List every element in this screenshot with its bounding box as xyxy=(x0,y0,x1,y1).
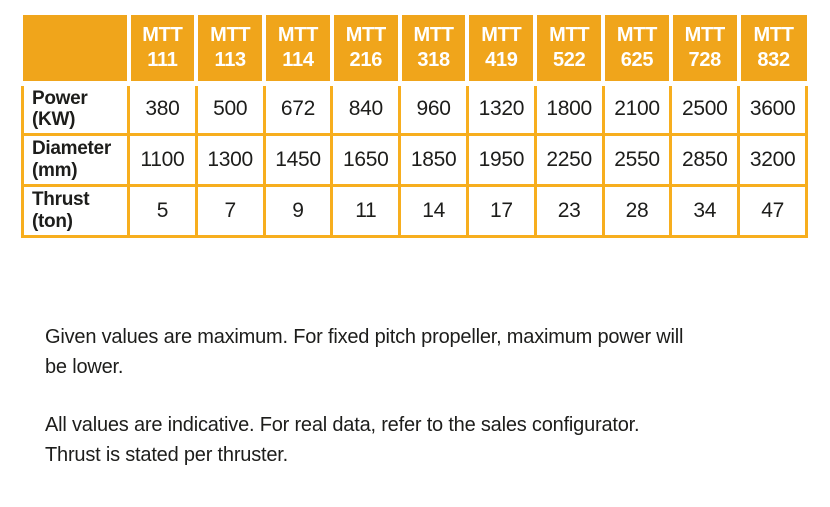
table-row-power: Power (KW) 380 500 672 840 960 1320 1800 2100 2500… xyxy=(21,81,808,137)
note-line: Given values are maximum. For fixed pitc… xyxy=(45,326,684,348)
column-header-mtt-832: MTT 832 xyxy=(738,15,807,86)
cell-power-111: 380 xyxy=(127,81,198,137)
column-series-label: MTT xyxy=(481,23,522,46)
row-label-text: Thrust xyxy=(32,189,90,211)
cell-thrust-318: 14 xyxy=(398,184,469,239)
row-label-text: Diameter xyxy=(32,138,111,160)
row-label-diameter: Diameter (mm) xyxy=(21,133,130,188)
cell-power-832: 3600 xyxy=(737,81,808,137)
column-model-label: 522 xyxy=(552,48,586,71)
cell-power-728: 2500 xyxy=(669,81,741,137)
cell-thrust-625: 28 xyxy=(601,184,673,239)
column-model-label: 216 xyxy=(349,48,383,71)
cell-power-113: 500 xyxy=(194,81,266,137)
row-unit-text: (KW) xyxy=(32,109,76,131)
notes-section: Given values are maximum. For fixed pitc… xyxy=(45,322,745,470)
cell-power-419: 1320 xyxy=(465,81,537,137)
cell-thrust-522: 23 xyxy=(533,184,605,239)
cell-diameter-216: 1650 xyxy=(330,133,402,188)
column-model-label: 111 xyxy=(147,48,178,71)
column-header-mtt-728: MTT 728 xyxy=(670,15,741,86)
row-unit-text: (ton) xyxy=(32,211,73,233)
column-series-label: MTT xyxy=(549,23,590,46)
cell-diameter-318: 1850 xyxy=(398,133,469,188)
column-header-mtt-625: MTT 625 xyxy=(603,15,673,86)
cell-thrust-419: 17 xyxy=(465,184,537,239)
cell-diameter-625: 2550 xyxy=(601,133,673,188)
column-series-label: MTT xyxy=(413,23,454,46)
row-label-text: Power xyxy=(32,87,88,109)
cell-thrust-216: 11 xyxy=(330,184,402,239)
table-corner-cell xyxy=(22,15,131,86)
column-model-label: 832 xyxy=(757,48,790,71)
cell-power-318: 960 xyxy=(398,81,469,137)
cell-power-216: 840 xyxy=(330,81,402,137)
table-row-diameter: Diameter (mm) 1100 1300 1450 1650 1850 1950 2250… xyxy=(21,133,808,188)
column-series-label: MTT xyxy=(753,23,794,46)
cell-diameter-728: 2850 xyxy=(669,133,741,188)
cell-thrust-111: 5 xyxy=(127,184,198,239)
note-maximum-values: Given values are maximum. For fixed pitc… xyxy=(45,322,745,382)
note-line: be lower. xyxy=(45,356,124,378)
cell-power-625: 2100 xyxy=(601,81,673,137)
cell-diameter-522: 2250 xyxy=(533,133,605,188)
cell-thrust-113: 7 xyxy=(194,184,266,239)
row-unit-text: (mm) xyxy=(32,160,78,182)
cell-diameter-832: 3200 xyxy=(737,133,808,188)
column-header-mtt-113: MTT 113 xyxy=(196,15,267,86)
column-series-label: MTT xyxy=(210,23,251,46)
column-model-label: 625 xyxy=(620,48,654,71)
column-model-label: 113 xyxy=(214,48,247,71)
cell-thrust-728: 34 xyxy=(669,184,741,239)
column-series-label: MTT xyxy=(684,23,726,46)
note-line: All values are indicative. For real data… xyxy=(45,414,640,436)
column-header-mtt-111: MTT 111 xyxy=(128,15,199,86)
cell-diameter-113: 1300 xyxy=(194,133,266,188)
cell-thrust-832: 47 xyxy=(737,184,808,239)
column-header-mtt-419: MTT 419 xyxy=(467,15,538,86)
row-label-thrust: Thrust (ton) xyxy=(21,184,130,239)
column-series-label: MTT xyxy=(616,23,658,46)
column-header-mtt-114: MTT 114 xyxy=(264,15,334,86)
note-indicative-values: All values are indicative. For real data… xyxy=(45,410,745,470)
column-header-mtt-318: MTT 318 xyxy=(399,15,470,86)
thruster-spec-table: MTT 111 MTT 113 MTT 114 MTT 216 MTT 318 MTT 419 MTT 5… xyxy=(21,15,808,239)
column-header-mtt-216: MTT 216 xyxy=(331,15,402,86)
column-series-label: MTT xyxy=(142,23,183,46)
header-row: MTT 111 MTT 113 MTT 114 MTT 216 MTT 318 MTT 419 MTT 5… xyxy=(22,15,807,86)
note-line: Thrust is stated per thruster. xyxy=(45,444,288,466)
cell-diameter-114: 1450 xyxy=(262,133,334,188)
cell-diameter-111: 1100 xyxy=(127,133,198,188)
column-series-label: MTT xyxy=(345,23,387,46)
cell-power-522: 1800 xyxy=(533,81,605,137)
column-model-label: 728 xyxy=(688,48,722,71)
cell-diameter-419: 1950 xyxy=(465,133,537,188)
column-model-label: 318 xyxy=(417,48,450,71)
column-header-mtt-522: MTT 522 xyxy=(535,15,606,86)
table-row-thrust: Thrust (ton) 5 7 9 11 14 17 23 28 34 47 xyxy=(21,184,808,239)
spec-table-header: MTT 111 MTT 113 MTT 114 MTT 216 MTT 318 MTT 419 MTT 5… xyxy=(22,15,807,86)
column-series-label: MTT xyxy=(277,23,319,46)
spec-table-body: Power (KW) 380 500 672 840 960 1320 1800 2100 2500… xyxy=(21,81,808,239)
row-label-power: Power (KW) xyxy=(21,81,130,137)
column-model-label: 114 xyxy=(282,48,314,71)
cell-power-114: 672 xyxy=(262,81,334,137)
column-model-label: 419 xyxy=(485,48,518,71)
cell-thrust-114: 9 xyxy=(262,184,334,239)
